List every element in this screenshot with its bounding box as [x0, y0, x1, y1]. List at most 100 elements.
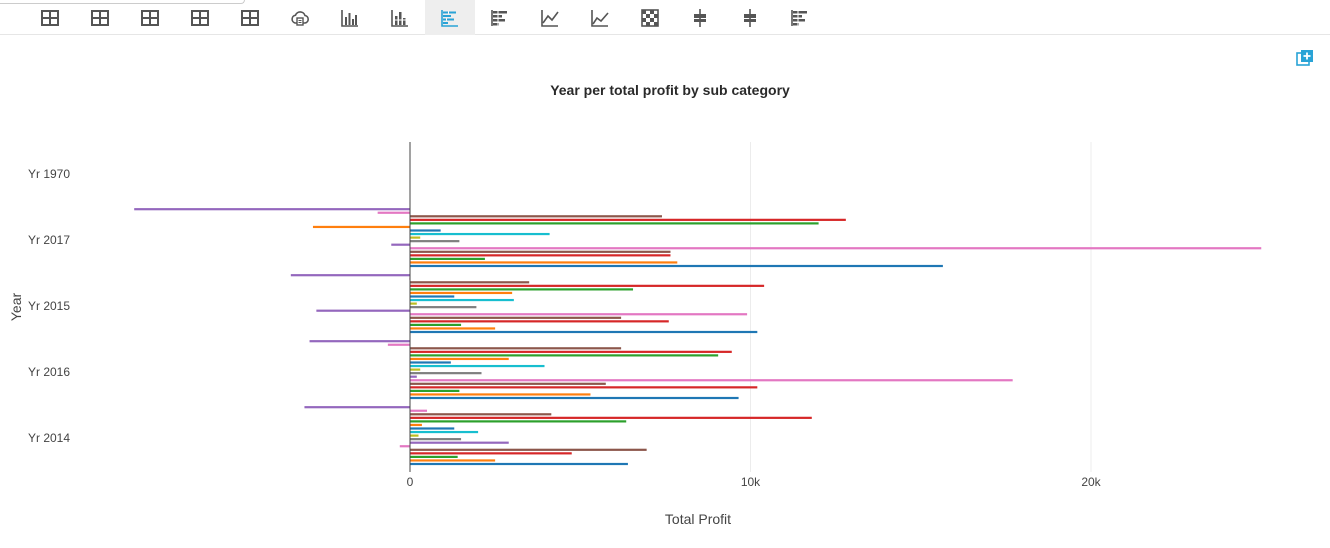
table-icon [41, 9, 59, 26]
bar [134, 208, 410, 211]
add-to-dashboard-icon [1296, 50, 1313, 66]
bar [309, 340, 410, 343]
table-chart-button[interactable] [125, 0, 175, 35]
bar [410, 420, 627, 423]
bar [410, 240, 460, 243]
stacked-horizontal-bar-icon [491, 9, 507, 26]
table-icon [91, 9, 109, 26]
bar [410, 222, 819, 225]
bar [410, 438, 462, 441]
heatmap-chart-button[interactable] [625, 0, 675, 35]
bar [410, 382, 606, 385]
bar [410, 250, 671, 253]
y-axis-title: Year [8, 293, 24, 322]
bar [387, 343, 410, 346]
grid-lines [750, 142, 1092, 472]
vertical-bar-chart-button[interactable] [325, 0, 375, 35]
x-tick-label: 10k [741, 475, 761, 489]
bar [410, 361, 451, 364]
y-tick-label: Yr 2016 [28, 365, 70, 379]
bar [410, 452, 572, 455]
bar [410, 215, 662, 218]
bar [410, 448, 647, 451]
bar [410, 354, 719, 357]
bar [316, 309, 410, 312]
bar [304, 406, 410, 409]
bar [410, 396, 739, 400]
x-tick-labels: 0 10k 20k [407, 475, 1102, 489]
bars [134, 208, 1262, 466]
horizontal-bar-icon [441, 9, 458, 27]
y-tick-label: Yr 2017 [28, 233, 70, 247]
bar [410, 357, 509, 361]
stacked-horizontal-bar-chart-button[interactable] [475, 0, 525, 35]
horizontal-bar-chart-button[interactable] [425, 0, 475, 35]
x-tick-label: 0 [407, 475, 414, 489]
bar [410, 291, 513, 295]
table-chart-button[interactable] [225, 0, 275, 35]
stacked-bar-icon [391, 9, 408, 27]
bar [410, 236, 421, 239]
bar [410, 295, 455, 298]
table-icon [141, 9, 159, 26]
line-chart-icon [541, 9, 559, 27]
bar [410, 434, 419, 437]
bar [312, 225, 410, 229]
bar [410, 459, 496, 462]
bar [410, 379, 1013, 382]
bar [410, 229, 441, 232]
bar [410, 261, 678, 264]
bar [290, 274, 410, 277]
x-axis-title: Total Profit [665, 511, 731, 527]
table-chart-button[interactable] [75, 0, 125, 35]
bar [410, 423, 422, 427]
bar [410, 247, 1262, 250]
bar [410, 350, 732, 353]
bar [410, 323, 462, 326]
table-chart-button[interactable] [25, 0, 75, 35]
bar [410, 430, 479, 434]
bar [410, 393, 591, 396]
bar [410, 330, 758, 334]
line-chart-chart-button[interactable] [525, 0, 575, 35]
bar [410, 375, 417, 378]
bar [410, 316, 622, 319]
boxplot-chart-button[interactable] [675, 0, 725, 35]
stacked-horizontal-bar-chart-button[interactable] [775, 0, 825, 35]
bar [410, 409, 428, 412]
y-tick-label: Yr 2015 [28, 299, 70, 313]
boxplot-chart-button[interactable] [725, 0, 775, 35]
bar [410, 462, 628, 466]
bar [410, 254, 671, 257]
table-icon [241, 9, 259, 26]
bar [410, 302, 417, 305]
bar [410, 284, 765, 287]
heatmap-icon [641, 8, 659, 27]
bar [410, 427, 455, 430]
bar [391, 243, 410, 246]
bar [410, 306, 477, 309]
add-to-dashboard-button[interactable] [1296, 49, 1314, 67]
cloud-chart-button[interactable] [275, 0, 325, 35]
bar [399, 445, 410, 448]
bar [410, 264, 943, 268]
y-tick-labels: Yr 2014 Yr 2016 Yr 2015 Yr 2017 Yr 1970 [28, 167, 70, 445]
stacked-bar-chart-button[interactable] [375, 0, 425, 35]
bar [410, 313, 748, 316]
y-tick-label: Yr 1970 [28, 167, 70, 181]
table-chart-button[interactable] [175, 0, 225, 35]
stacked-horizontal-bar-icon [791, 9, 807, 26]
bar [410, 372, 482, 375]
table-icon [191, 9, 209, 26]
bar [410, 218, 846, 221]
cloud-icon [291, 10, 309, 26]
bar [410, 368, 421, 371]
bar [410, 327, 496, 330]
boxplot-icon [694, 8, 706, 27]
bar [377, 211, 410, 214]
area-chart-chart-button[interactable] [575, 0, 625, 35]
chart-type-toolbar [0, 0, 1330, 35]
bar [410, 386, 758, 389]
bar [410, 288, 634, 291]
